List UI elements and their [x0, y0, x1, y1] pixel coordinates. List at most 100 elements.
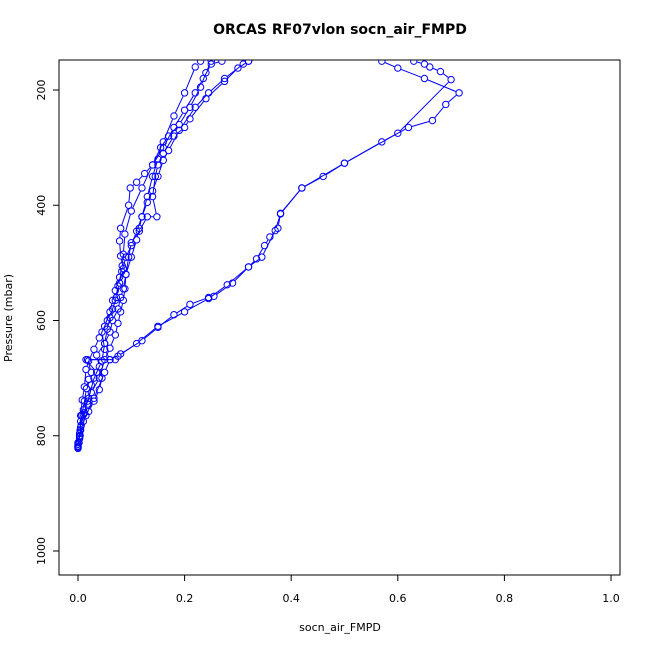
- series-segment: [119, 244, 121, 253]
- data-point: [83, 397, 92, 405]
- data-point: [80, 383, 89, 391]
- series-segment: [210, 80, 223, 91]
- data-point: [100, 339, 109, 348]
- series-segment: [95, 340, 99, 347]
- series-segment: [132, 184, 135, 186]
- x-tick-label: 0.2: [176, 592, 194, 605]
- data-point: [186, 300, 194, 309]
- data-point: [122, 270, 130, 279]
- data-point: [199, 74, 207, 83]
- series-segment: [142, 205, 147, 214]
- series-7: [74, 60, 455, 451]
- series-segment: [399, 81, 449, 132]
- x-axis: 0.0 0.2 0.4 0.6 0.8 1.0: [69, 574, 620, 605]
- data-point: [455, 89, 463, 97]
- data-point: [95, 385, 104, 394]
- y-axis: 200 400 600 800 1000: [35, 80, 60, 565]
- data-point: [394, 129, 402, 137]
- series-segment: [400, 68, 422, 78]
- data-point: [119, 296, 128, 305]
- series-segment: [186, 95, 194, 108]
- data-point: [164, 132, 173, 140]
- series-segment: [92, 375, 96, 382]
- data-point: [420, 74, 429, 83]
- series-segment: [99, 363, 105, 375]
- data-point: [126, 184, 134, 192]
- data-point: [112, 293, 121, 302]
- data-point: [394, 64, 402, 72]
- series-segment: [115, 280, 119, 288]
- series-segment: [88, 362, 91, 370]
- series-segment: [448, 94, 457, 103]
- data-point: [127, 239, 136, 247]
- data-point: [207, 60, 215, 68]
- series-segment: [417, 61, 422, 64]
- x-tick-label: 0.4: [282, 592, 300, 605]
- series-segment: [250, 261, 255, 265]
- data-point: [106, 344, 114, 352]
- data-point: [151, 172, 159, 181]
- data-point: [116, 308, 125, 316]
- series-segment: [193, 298, 206, 304]
- series-segment: [152, 200, 157, 214]
- series-segment: [227, 65, 241, 77]
- data-point: [100, 345, 109, 354]
- data-point: [92, 368, 101, 377]
- series-segment: [125, 214, 131, 231]
- data-point: [153, 213, 161, 221]
- data-point: [447, 75, 455, 84]
- series-segment: [186, 121, 189, 125]
- series-segment: [271, 230, 276, 235]
- series-segment: [216, 284, 230, 295]
- chart-title: ORCAS RF07vlon socn_air_FMPD: [213, 22, 467, 38]
- data-point: [124, 253, 133, 261]
- data-point: [170, 311, 178, 319]
- data-point: [154, 172, 162, 181]
- series-segment: [347, 134, 395, 162]
- series-segment: [104, 332, 108, 341]
- series-segment: [79, 418, 82, 430]
- series-segment: [197, 95, 207, 105]
- series-segment: [89, 404, 93, 409]
- data-point: [186, 115, 194, 123]
- data-point: [122, 253, 130, 261]
- data-point: [114, 352, 122, 360]
- series-segment: [82, 390, 85, 397]
- series-segment: [87, 362, 95, 370]
- series-segment: [115, 326, 118, 332]
- series-segment: [100, 329, 104, 335]
- data-point: [138, 184, 146, 192]
- series-segment: [152, 179, 156, 194]
- series-segment: [144, 329, 156, 339]
- data-point: [108, 305, 117, 313]
- series-segment: [148, 193, 152, 200]
- series-segment: [174, 95, 184, 113]
- series-segment: [196, 81, 202, 90]
- series-segment: [139, 328, 156, 342]
- data-point: [103, 316, 112, 325]
- series-segment: [84, 391, 87, 398]
- data-point: [148, 161, 157, 169]
- data-point: [121, 230, 129, 238]
- series-segment: [120, 345, 134, 355]
- series-segment: [105, 335, 109, 341]
- y-tick-label: 800: [35, 425, 48, 446]
- series-segment: [131, 243, 137, 254]
- series-segment: [160, 313, 182, 325]
- series-segment: [158, 163, 163, 174]
- series-segment: [257, 248, 264, 257]
- data-point: [298, 184, 306, 192]
- data-point: [132, 178, 141, 186]
- data-point: [80, 397, 89, 405]
- series-group: [74, 60, 463, 453]
- series-segment: [137, 219, 142, 228]
- data-point: [207, 60, 215, 65]
- data-point: [115, 237, 124, 245]
- series-segment: [81, 404, 85, 412]
- x-tick-label: 0.8: [496, 592, 514, 605]
- data-point: [180, 106, 189, 114]
- series-segment: [275, 217, 280, 228]
- data-point: [204, 294, 213, 303]
- x-axis-label: socn_air_FMPD: [299, 621, 381, 634]
